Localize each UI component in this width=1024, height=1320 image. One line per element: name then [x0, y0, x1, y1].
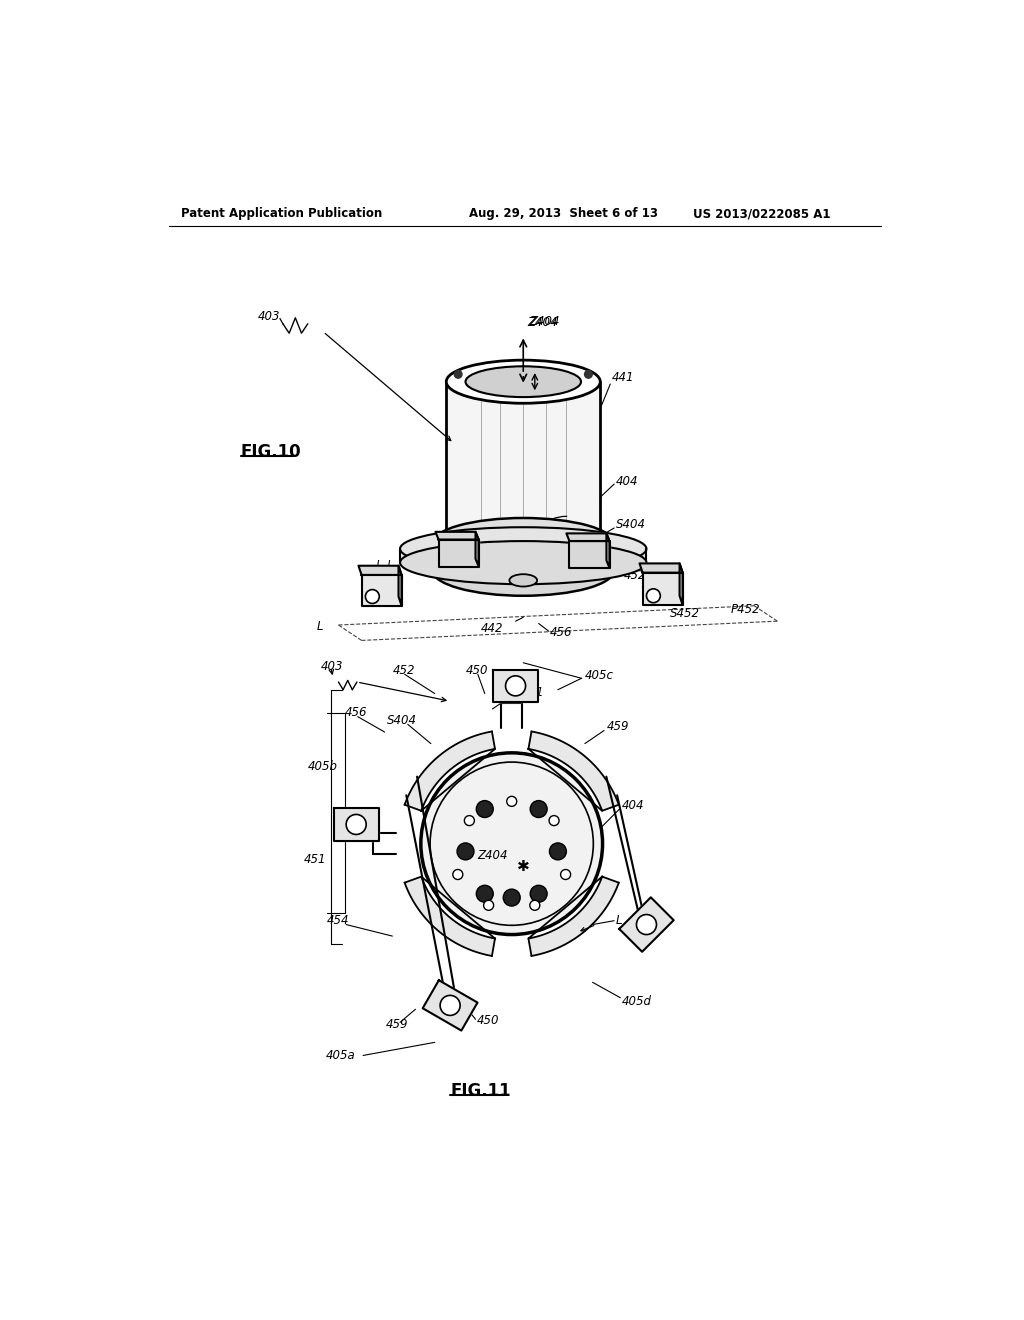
- Circle shape: [346, 814, 367, 834]
- Text: L: L: [316, 620, 323, 634]
- Text: 405d: 405d: [622, 995, 652, 1008]
- Text: 453: 453: [624, 557, 646, 570]
- Text: 403: 403: [258, 310, 281, 323]
- Polygon shape: [569, 541, 609, 568]
- Circle shape: [476, 886, 494, 903]
- Polygon shape: [432, 544, 614, 570]
- Text: FIG.10: FIG.10: [241, 444, 301, 461]
- Ellipse shape: [509, 574, 538, 586]
- Circle shape: [457, 843, 474, 859]
- Polygon shape: [404, 731, 495, 810]
- Circle shape: [550, 843, 566, 859]
- Text: l: l: [387, 560, 390, 573]
- Polygon shape: [528, 731, 618, 810]
- Text: Z404: Z404: [477, 849, 508, 862]
- Text: 454: 454: [624, 546, 646, 560]
- Polygon shape: [494, 669, 538, 702]
- Text: 454: 454: [327, 915, 349, 927]
- Text: 405b: 405b: [307, 760, 338, 774]
- Polygon shape: [643, 573, 683, 605]
- Text: S404: S404: [615, 517, 646, 531]
- Polygon shape: [680, 564, 683, 605]
- Polygon shape: [361, 576, 401, 606]
- Circle shape: [440, 995, 460, 1015]
- Ellipse shape: [400, 541, 646, 585]
- Circle shape: [646, 589, 660, 603]
- Polygon shape: [606, 533, 609, 568]
- Text: A451: A451: [514, 685, 545, 698]
- Polygon shape: [640, 564, 683, 573]
- Circle shape: [585, 371, 592, 378]
- Circle shape: [366, 590, 379, 603]
- Text: 459: 459: [606, 721, 629, 733]
- Text: 404: 404: [615, 475, 638, 488]
- Text: 442: 442: [481, 622, 504, 635]
- Circle shape: [560, 870, 570, 879]
- Ellipse shape: [446, 360, 600, 404]
- Polygon shape: [404, 876, 495, 956]
- Text: 452: 452: [624, 569, 646, 582]
- Text: Aug. 29, 2013  Sheet 6 of 13: Aug. 29, 2013 Sheet 6 of 13: [469, 207, 658, 220]
- Polygon shape: [334, 808, 379, 841]
- Text: 450: 450: [477, 1014, 500, 1027]
- Text: 450: 450: [466, 664, 488, 677]
- Polygon shape: [423, 981, 477, 1031]
- Text: 405c: 405c: [585, 669, 613, 682]
- Circle shape: [483, 900, 494, 911]
- Polygon shape: [400, 549, 646, 562]
- Text: P452: P452: [731, 603, 761, 616]
- Polygon shape: [358, 566, 401, 576]
- Circle shape: [421, 752, 602, 935]
- Text: Z404: Z404: [527, 317, 558, 330]
- Text: Z404: Z404: [529, 314, 560, 327]
- Circle shape: [453, 870, 463, 879]
- Text: D2: D2: [496, 375, 512, 388]
- Circle shape: [530, 800, 547, 817]
- Text: S452: S452: [670, 607, 699, 620]
- Text: 451: 451: [304, 853, 327, 866]
- Polygon shape: [398, 566, 401, 606]
- Text: L: L: [615, 915, 623, 927]
- Circle shape: [476, 800, 494, 817]
- Text: 441: 441: [611, 371, 634, 384]
- Polygon shape: [620, 898, 674, 952]
- Text: 405a: 405a: [326, 1049, 355, 1063]
- Circle shape: [529, 900, 540, 911]
- Polygon shape: [475, 532, 478, 566]
- Text: l: l: [376, 560, 379, 573]
- Text: FIG.11: FIG.11: [451, 1082, 511, 1101]
- Text: 459: 459: [386, 1018, 409, 1031]
- Ellipse shape: [432, 517, 614, 569]
- Circle shape: [549, 816, 559, 825]
- Circle shape: [507, 796, 517, 807]
- Text: ✱: ✱: [517, 859, 529, 874]
- Ellipse shape: [432, 545, 614, 595]
- Ellipse shape: [400, 527, 646, 570]
- Text: S404: S404: [387, 714, 417, 727]
- Text: 456: 456: [345, 706, 368, 719]
- Text: Patent Application Publication: Patent Application Publication: [180, 207, 382, 220]
- Circle shape: [506, 676, 525, 696]
- Circle shape: [530, 886, 547, 903]
- Text: 443: 443: [504, 525, 526, 539]
- Circle shape: [503, 890, 520, 906]
- Polygon shape: [566, 533, 609, 541]
- Polygon shape: [528, 876, 618, 956]
- Circle shape: [455, 371, 462, 378]
- Circle shape: [637, 915, 656, 935]
- Polygon shape: [435, 532, 478, 540]
- Ellipse shape: [446, 537, 600, 581]
- Ellipse shape: [466, 367, 581, 397]
- Polygon shape: [446, 381, 600, 558]
- Circle shape: [464, 816, 474, 825]
- Text: 404: 404: [622, 799, 644, 812]
- Text: US 2013/0222085 A1: US 2013/0222085 A1: [692, 207, 830, 220]
- Text: 456: 456: [550, 626, 572, 639]
- Text: 403: 403: [321, 660, 343, 673]
- Polygon shape: [438, 540, 478, 566]
- Text: 452: 452: [392, 664, 415, 677]
